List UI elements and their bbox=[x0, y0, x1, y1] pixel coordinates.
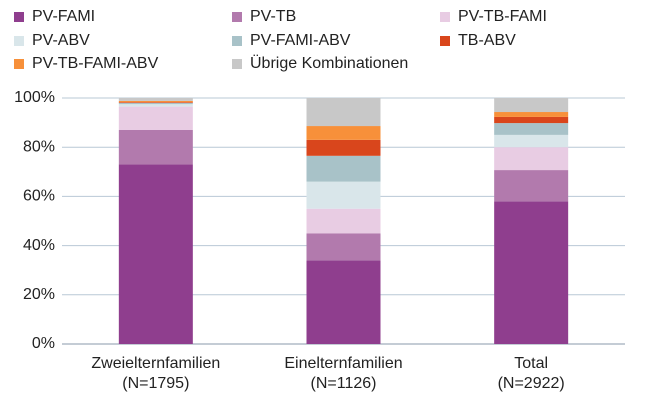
bar-segment bbox=[306, 233, 381, 261]
legend-label: Übrige Kombinationen bbox=[250, 54, 408, 72]
legend-swatch bbox=[14, 36, 24, 46]
legend-swatch bbox=[440, 36, 450, 46]
legend-swatch bbox=[14, 12, 24, 22]
bar-segment bbox=[494, 112, 569, 117]
y-tick-label: 40% bbox=[23, 237, 55, 254]
legend-label: PV-FAMI bbox=[32, 8, 95, 25]
x-tick-label: Einelternfamilien (N=1126) bbox=[284, 355, 403, 392]
legend-swatch bbox=[232, 36, 242, 46]
legend-swatch bbox=[14, 59, 24, 69]
bar-segment bbox=[306, 126, 381, 140]
bar-segment bbox=[306, 155, 381, 182]
bar-segment bbox=[306, 260, 381, 344]
bar-segment bbox=[494, 147, 569, 171]
y-tick-label: 60% bbox=[23, 188, 55, 205]
bar-segment bbox=[494, 134, 569, 148]
bar-segment bbox=[494, 123, 569, 135]
bar-segment bbox=[306, 139, 381, 156]
bar-segment bbox=[118, 164, 193, 344]
bar-segment bbox=[118, 102, 193, 105]
bar-segment bbox=[118, 98, 193, 101]
bar-segment bbox=[118, 100, 193, 103]
legend-label: TB-ABV bbox=[458, 32, 516, 49]
legend-label: PV-TB-FAMI-ABV bbox=[32, 55, 159, 72]
legend-label: PV-TB-FAMI bbox=[458, 8, 547, 25]
bar-segment bbox=[118, 106, 193, 130]
x-tick-label: Zweielternfamilien (N=1795) bbox=[91, 355, 221, 392]
bar-segment bbox=[494, 201, 569, 344]
legend-swatch bbox=[440, 12, 450, 22]
bar-segment bbox=[494, 116, 569, 124]
legend-label: PV-ABV bbox=[32, 32, 90, 49]
legend-label: PV-FAMI-ABV bbox=[250, 32, 351, 49]
legend-swatch bbox=[232, 12, 242, 22]
legend-swatch bbox=[232, 59, 242, 69]
bar-segment bbox=[118, 102, 193, 103]
y-tick-label: 80% bbox=[23, 138, 55, 155]
x-tick-label: Total (N=2922) bbox=[497, 355, 565, 392]
y-tick-label: 0% bbox=[32, 335, 55, 352]
bar-segment bbox=[118, 129, 193, 165]
bar-segment bbox=[306, 181, 381, 209]
y-tick-label: 100% bbox=[14, 89, 55, 106]
bar-segment bbox=[494, 170, 569, 202]
y-tick-label: 20% bbox=[23, 286, 55, 303]
bar-segment bbox=[306, 208, 381, 234]
bar-segment bbox=[306, 98, 381, 127]
bar-segment bbox=[118, 104, 193, 107]
bar-segment bbox=[494, 98, 569, 113]
legend-label: PV-TB bbox=[250, 8, 296, 25]
